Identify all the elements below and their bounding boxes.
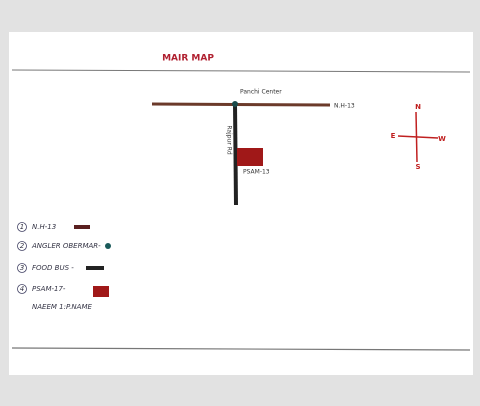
junction-label: Panchi Center bbox=[240, 89, 282, 96]
top-rule bbox=[11, 69, 471, 73]
compass-ew bbox=[397, 135, 439, 139]
legend-number-ring bbox=[17, 222, 27, 232]
road-label: N.H-13 bbox=[334, 103, 355, 110]
legend-number-ring bbox=[17, 263, 27, 273]
main-road bbox=[151, 102, 331, 107]
legend-number-ring bbox=[17, 241, 27, 251]
legend-note: NAEEM 1:P.NAME bbox=[32, 303, 92, 311]
compass-south: S bbox=[415, 163, 420, 171]
legend-text: PSAM-17- bbox=[32, 285, 66, 293]
junction bbox=[232, 101, 238, 107]
legend-number: 1 bbox=[20, 223, 24, 231]
marker-block bbox=[237, 148, 263, 166]
compass-east: E bbox=[391, 132, 396, 140]
paper bbox=[9, 32, 473, 375]
legend: 1 N.H-13 2 ANGLER OBERMAR- 3 FOOD BUS - … bbox=[17, 222, 111, 311]
legend-text: FOOD BUS - bbox=[32, 264, 74, 272]
side-road bbox=[233, 103, 238, 206]
legend-swatch bbox=[86, 266, 104, 270]
compass-north: N bbox=[415, 103, 421, 111]
bottom-rule bbox=[11, 347, 471, 351]
legend-number-ring bbox=[17, 284, 27, 294]
side-road-label: Rajpur Rd bbox=[226, 125, 233, 155]
marker-label: PSAM-13 bbox=[243, 169, 270, 176]
legend-text: ANGLER OBERMAR- bbox=[31, 242, 101, 250]
legend-number: 4 bbox=[20, 285, 24, 293]
legend-swatch bbox=[74, 225, 90, 229]
legend-swatch bbox=[93, 286, 109, 297]
compass-west: W bbox=[438, 135, 446, 143]
map-title: MAIR MAP bbox=[162, 54, 214, 64]
legend-number: 2 bbox=[20, 242, 25, 250]
legend-number: 3 bbox=[20, 264, 24, 272]
legend-text: N.H-13 bbox=[32, 223, 56, 231]
legend-swatch bbox=[105, 243, 111, 249]
